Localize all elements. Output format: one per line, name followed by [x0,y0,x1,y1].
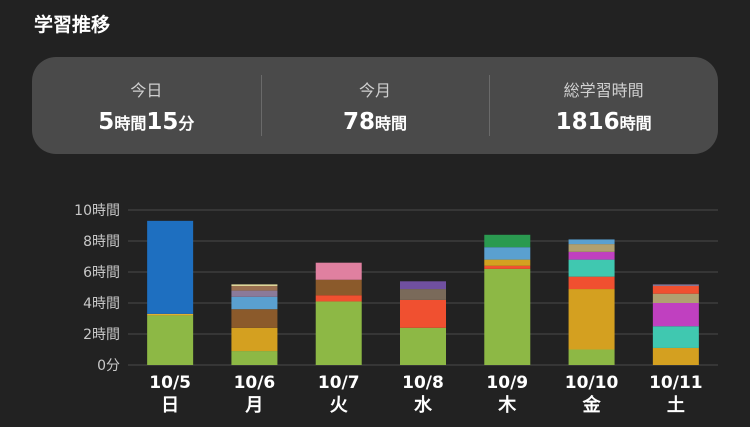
y-tick-label: 0分 [97,358,120,374]
bar-segment[interactable] [484,247,531,260]
bar-segment[interactable] [568,276,615,290]
bar-segment[interactable] [652,303,699,327]
summary-total-label: 総学習時間 [563,80,644,100]
x-tick-weekday: 木 [497,394,517,416]
x-tick-weekday: 金 [582,394,602,416]
y-tick-label: 4時間 [83,296,120,312]
summary-today-value: 5時間15分 [98,109,194,135]
bar-segment[interactable] [652,347,699,365]
summary-month-value: 78時間 [343,109,407,135]
x-tick-date: 10/11 [649,373,703,393]
bar-segment[interactable] [147,315,194,365]
summary-total: 総学習時間 1816時間 [489,57,718,154]
bar-segment[interactable] [652,285,699,294]
x-tick-weekday: 水 [414,394,433,416]
bar-segment[interactable] [484,234,531,248]
bar-segment[interactable] [568,349,615,366]
month-hours: 78 [342,108,375,135]
bar-segment[interactable] [315,295,362,302]
summary-month: 今月 78時間 [260,57,490,154]
summary-total-value: 1816時間 [556,109,652,135]
y-tick-label: 8時間 [83,234,120,250]
bar-segment[interactable] [568,251,615,260]
y-tick-label: 10時間 [74,203,120,219]
total-hours: 1816 [555,108,620,135]
summary-today-label: 今日 [130,80,163,100]
today-hours: 5 [98,108,115,135]
bar-segment[interactable] [568,259,615,277]
bar-segment[interactable] [231,309,278,328]
bar-segment[interactable] [147,313,194,316]
study-chart: 0分 2時間 4時間 6時間 8時間 10時間 10/5 日 10/6 月 10/7 火 10/8 水 10… [0,185,750,427]
today-hours-unit: 時間 [114,113,147,133]
today-minutes-unit: 分 [178,113,195,133]
x-tick-date: 10/5 [149,373,191,393]
bar-segment[interactable] [315,301,362,365]
section-title: 学習推移 [34,14,111,36]
bar-segment[interactable] [231,290,278,297]
bar-segment[interactable] [231,327,278,352]
bar-segment[interactable] [400,289,446,300]
bar-segment[interactable] [231,296,278,310]
x-tick-weekday: 火 [330,395,349,416]
bar-segment[interactable] [315,262,362,280]
x-tick-weekday: 土 [667,395,685,416]
x-tick-date: 10/9 [486,373,528,393]
x-tick-weekday: 日 [161,395,179,416]
bar-segment[interactable] [400,299,446,328]
bar-segment[interactable] [231,284,278,286]
study-bar-chart: 0分 2時間 4時間 6時間 8時間 10時間 10/5日 10/6月 10/7火 10/8水 10… [74,203,718,416]
bar-segment[interactable] [147,220,194,314]
bar-segment[interactable] [484,265,531,269]
bar-segment[interactable] [568,244,615,252]
bar-segment[interactable] [652,326,699,348]
x-tick-date: 10/6 [234,373,276,393]
x-tick-date: 10/10 [565,373,619,393]
y-tick-label: 2時間 [83,327,120,343]
bar-segment[interactable] [315,279,362,296]
bar-segment[interactable] [231,351,278,365]
bar-segment[interactable] [568,289,615,350]
summary-month-label: 今月 [359,80,392,100]
total-hours-unit: 時間 [619,113,652,133]
x-tick-weekday: 月 [244,395,263,416]
bar-segment[interactable] [652,284,699,286]
today-minutes: 15 [146,108,179,135]
bar-segment[interactable] [231,285,278,291]
summary-card: 今日 5時間15分 今月 78時間 総学習時間 1816時間 [32,57,718,154]
bar-segment[interactable] [400,281,446,290]
y-tick-label: 6時間 [83,265,120,281]
bar-segment[interactable] [568,239,615,245]
bar-segment[interactable] [652,293,699,303]
x-tick-date: 10/7 [318,373,360,393]
bar-segment[interactable] [484,259,531,266]
bar-segment[interactable] [484,268,531,365]
x-tick-date: 10/8 [402,373,444,393]
summary-today: 今日 5時間15分 [32,57,261,154]
bar-segment[interactable] [400,327,446,365]
month-hours-unit: 時間 [375,113,408,133]
